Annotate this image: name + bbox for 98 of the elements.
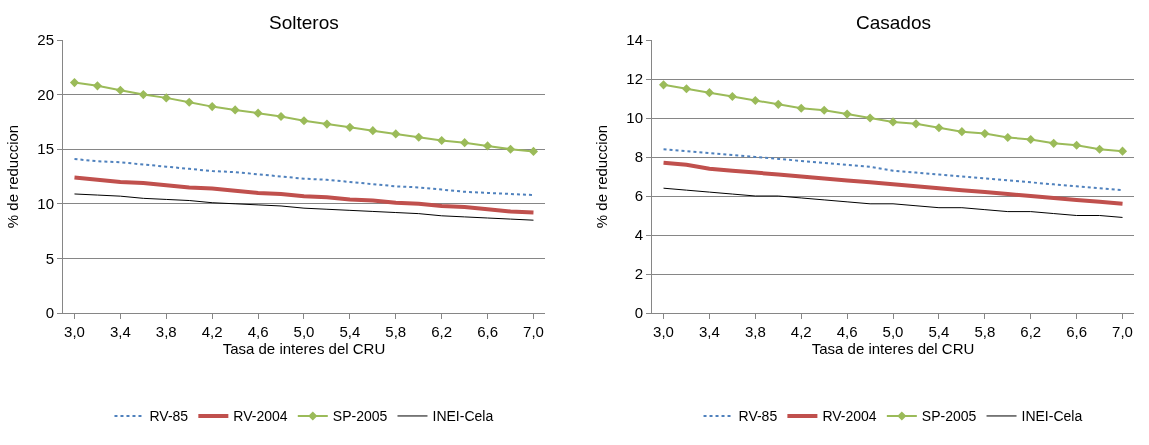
x-tick-label: 5,4 — [928, 323, 950, 340]
legend-label: RV-85 — [149, 408, 189, 425]
point — [773, 99, 783, 109]
x-tick-label: 4,2 — [201, 323, 223, 340]
line-series — [73, 158, 535, 197]
point — [957, 127, 967, 137]
point — [368, 126, 378, 136]
legend-label: SP-2005 — [921, 408, 977, 425]
x-tick-label: 6,2 — [431, 323, 453, 340]
point — [483, 141, 493, 151]
point — [230, 105, 240, 115]
chart-title: Solteros — [269, 12, 339, 33]
x-tick-label: 3,8 — [155, 323, 177, 340]
point — [1117, 146, 1128, 156]
x-tick-label: 3,8 — [744, 323, 766, 340]
point — [69, 78, 80, 88]
point — [658, 80, 669, 90]
line-series — [661, 160, 1125, 206]
x-tick-label: 3,4 — [109, 323, 131, 340]
x-tick-label: 4,6 — [247, 323, 269, 340]
point — [276, 111, 286, 121]
line-series — [662, 148, 1124, 192]
x-tick-label: 5,8 — [385, 323, 407, 340]
point — [911, 119, 921, 129]
y-tick-label: 8 — [634, 148, 644, 166]
y-tick-label: 6 — [634, 187, 644, 205]
x-tick-label: 6,6 — [1066, 323, 1088, 340]
y-tick-label: 0 — [634, 304, 644, 322]
y-axis-title: % de reduccion — [592, 124, 610, 229]
point — [727, 92, 737, 102]
y-tick-label: 14 — [626, 31, 644, 49]
x-tick-label: 3,0 — [653, 323, 674, 340]
legend-label: RV-2004 — [233, 408, 288, 425]
x-tick-label: 5,0 — [293, 323, 315, 340]
point — [1026, 134, 1036, 144]
x-tick-label: 6,6 — [477, 323, 499, 340]
legend-label: SP-2005 — [332, 408, 388, 425]
x-tick-label: 5,8 — [974, 323, 996, 340]
point — [1049, 138, 1059, 148]
y-tick-label: 5 — [45, 249, 54, 267]
point — [842, 109, 852, 119]
y-tick-label: 20 — [37, 85, 54, 103]
point — [704, 88, 714, 98]
x-tick-label: 5,0 — [882, 323, 904, 340]
point — [528, 146, 539, 156]
y-tick-label: 4 — [634, 226, 644, 244]
point — [681, 84, 692, 94]
point — [505, 144, 516, 154]
point — [253, 108, 263, 118]
y-tick-label: 15 — [37, 140, 54, 158]
line-series — [73, 193, 534, 221]
point — [437, 135, 447, 146]
legend-label: RV-85 — [738, 408, 778, 425]
x-tick-label: 4,6 — [836, 323, 858, 340]
point — [414, 132, 424, 142]
point — [322, 119, 332, 129]
point — [888, 117, 898, 127]
point — [796, 103, 806, 113]
y-tick-label: 10 — [626, 109, 644, 127]
y-tick-label: 12 — [626, 70, 644, 88]
point — [391, 129, 401, 139]
line-series — [72, 175, 536, 215]
point — [460, 138, 470, 148]
x-tick-label: 4,2 — [790, 323, 812, 340]
x-tick-label: 5,4 — [339, 323, 361, 340]
y-tick-label: 2 — [634, 265, 644, 283]
x-axis-title: Tasa de interes del CRU — [222, 340, 386, 357]
x-tick-label: 7,0 — [523, 323, 544, 340]
x-tick-label: 7,0 — [1112, 323, 1133, 340]
point — [184, 97, 194, 107]
legend-label: INEI-Cela — [432, 408, 494, 425]
x-tick-label: 3,4 — [699, 323, 720, 340]
point — [980, 129, 990, 139]
legend-label: INEI-Cela — [1021, 408, 1083, 425]
x-tick-label: 3,0 — [64, 323, 85, 340]
point — [92, 81, 102, 91]
legend-label: RV-2004 — [822, 408, 877, 425]
point — [750, 95, 760, 105]
point — [161, 93, 171, 103]
point — [207, 102, 217, 112]
y-axis-title: % de reduccion — [3, 124, 21, 229]
point — [1072, 140, 1082, 150]
point — [138, 90, 148, 100]
point — [934, 123, 944, 133]
chart-title: Casados — [856, 12, 931, 33]
y-tick-label: 0 — [45, 304, 54, 322]
line-series — [663, 187, 1124, 218]
x-tick-label: 6,2 — [1020, 323, 1042, 340]
point — [1095, 144, 1105, 154]
point — [299, 116, 309, 126]
point — [1003, 132, 1013, 143]
point — [819, 105, 829, 115]
point — [345, 122, 355, 132]
point — [865, 113, 875, 123]
x-axis-title: Tasa de interes del CRU — [811, 340, 975, 357]
y-tick-label: 10 — [37, 195, 54, 213]
point — [115, 85, 125, 95]
y-tick-label: 25 — [37, 31, 54, 49]
